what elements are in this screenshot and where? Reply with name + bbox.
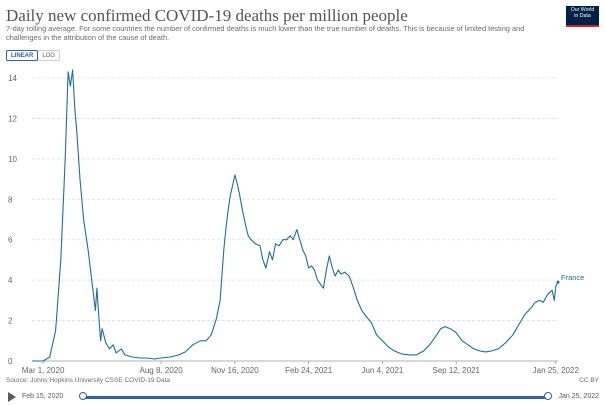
series-label: France xyxy=(561,273,584,282)
source-note[interactable]: Source: Johns Hopkins University CSSE CO… xyxy=(6,377,171,384)
timeline-track[interactable] xyxy=(83,396,548,399)
series-line-france xyxy=(32,69,559,362)
x-tick-label: Aug 8, 2020 xyxy=(140,366,184,375)
grid-layer xyxy=(32,77,558,364)
scale-toggle: LINEAR LOG xyxy=(6,50,61,61)
timeline: Feb 15, 2020 Jan 25, 2022 xyxy=(0,389,605,405)
license-link[interactable]: CC BY xyxy=(579,377,599,384)
x-tick-label: Jun 4, 2021 xyxy=(362,366,404,375)
y-tick-label: 6 xyxy=(8,236,13,245)
y-tick-label: 10 xyxy=(8,155,17,164)
y-tick-label: 4 xyxy=(8,276,13,285)
y-tick-label: 12 xyxy=(8,114,17,123)
logo-line-1: Our World xyxy=(570,7,595,13)
series-layer: France xyxy=(32,69,584,362)
timeline-start-label: Feb 15, 2020 xyxy=(22,393,64,400)
y-tick-labels: 0 2 4 6 8 10 12 14 xyxy=(8,74,17,366)
x-tick-label: Nov 16, 2020 xyxy=(211,366,259,375)
y-tick-label: 0 xyxy=(8,357,13,366)
y-tick-label: 14 xyxy=(8,74,17,83)
logo-line-2: in Data xyxy=(574,13,591,19)
x-tick-label: Mar 1, 2020 xyxy=(22,366,65,375)
y-tick-label: 2 xyxy=(8,317,13,326)
log-scale-button[interactable]: LOG xyxy=(42,52,56,59)
footer: Source: Johns Hopkins University CSSE CO… xyxy=(6,377,599,384)
timeline-start-handle[interactable] xyxy=(79,392,87,400)
owid-logo[interactable]: Our World in Data xyxy=(566,6,599,27)
chart-subtitle: 7-day rolling average. For some countrie… xyxy=(6,24,525,43)
x-tick-label: Feb 24, 2021 xyxy=(285,366,333,375)
x-tick-label: Sep 12, 2021 xyxy=(432,366,480,375)
x-tick-labels: Mar 1, 2020 Aug 8, 2020 Nov 16, 2020 Feb 24… xyxy=(22,366,580,375)
y-tick-label: 8 xyxy=(8,195,13,204)
play-icon[interactable] xyxy=(8,392,16,402)
chart-title: Daily new confirmed COVID-19 deaths per … xyxy=(6,6,408,25)
linear-scale-button[interactable]: LINEAR xyxy=(6,50,39,61)
series-end-point xyxy=(556,280,560,284)
x-tick-label: Jan 25, 2022 xyxy=(533,366,580,375)
timeline-end-handle[interactable] xyxy=(544,392,552,400)
timeline-end-label: Jan 25, 2022 xyxy=(558,393,599,400)
